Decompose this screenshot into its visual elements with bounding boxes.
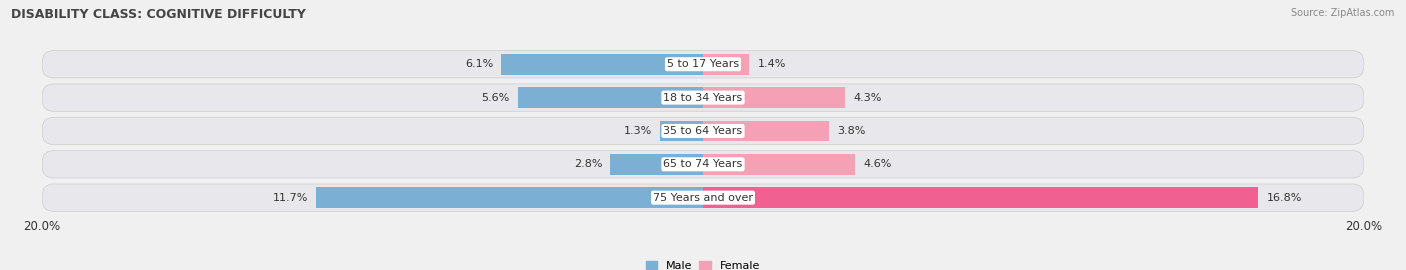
- Text: 11.7%: 11.7%: [273, 193, 308, 203]
- Text: 35 to 64 Years: 35 to 64 Years: [664, 126, 742, 136]
- FancyBboxPatch shape: [42, 117, 1364, 145]
- FancyBboxPatch shape: [42, 50, 1364, 78]
- Bar: [703, 121, 828, 141]
- Text: 6.1%: 6.1%: [465, 59, 494, 69]
- FancyBboxPatch shape: [42, 184, 1364, 211]
- Bar: [517, 87, 703, 108]
- Bar: [703, 54, 749, 75]
- Text: 65 to 74 Years: 65 to 74 Years: [664, 159, 742, 169]
- Text: 4.3%: 4.3%: [853, 93, 882, 103]
- Text: 4.6%: 4.6%: [863, 159, 891, 169]
- Legend: Male, Female: Male, Female: [641, 256, 765, 270]
- Text: 1.3%: 1.3%: [623, 126, 652, 136]
- Text: DISABILITY CLASS: COGNITIVE DIFFICULTY: DISABILITY CLASS: COGNITIVE DIFFICULTY: [11, 8, 307, 21]
- Text: 5 to 17 Years: 5 to 17 Years: [666, 59, 740, 69]
- Bar: [703, 154, 855, 175]
- Text: 5.6%: 5.6%: [481, 93, 510, 103]
- FancyBboxPatch shape: [42, 84, 1364, 111]
- FancyBboxPatch shape: [42, 151, 1364, 178]
- Text: Source: ZipAtlas.com: Source: ZipAtlas.com: [1291, 8, 1395, 18]
- Bar: [703, 187, 1258, 208]
- Bar: [502, 54, 703, 75]
- Bar: [659, 121, 703, 141]
- Text: 3.8%: 3.8%: [837, 126, 865, 136]
- Bar: [610, 154, 703, 175]
- Bar: [316, 187, 703, 208]
- Bar: [703, 87, 845, 108]
- Text: 16.8%: 16.8%: [1267, 193, 1302, 203]
- Text: 18 to 34 Years: 18 to 34 Years: [664, 93, 742, 103]
- Text: 75 Years and over: 75 Years and over: [652, 193, 754, 203]
- Text: 2.8%: 2.8%: [574, 159, 602, 169]
- Text: 1.4%: 1.4%: [758, 59, 786, 69]
